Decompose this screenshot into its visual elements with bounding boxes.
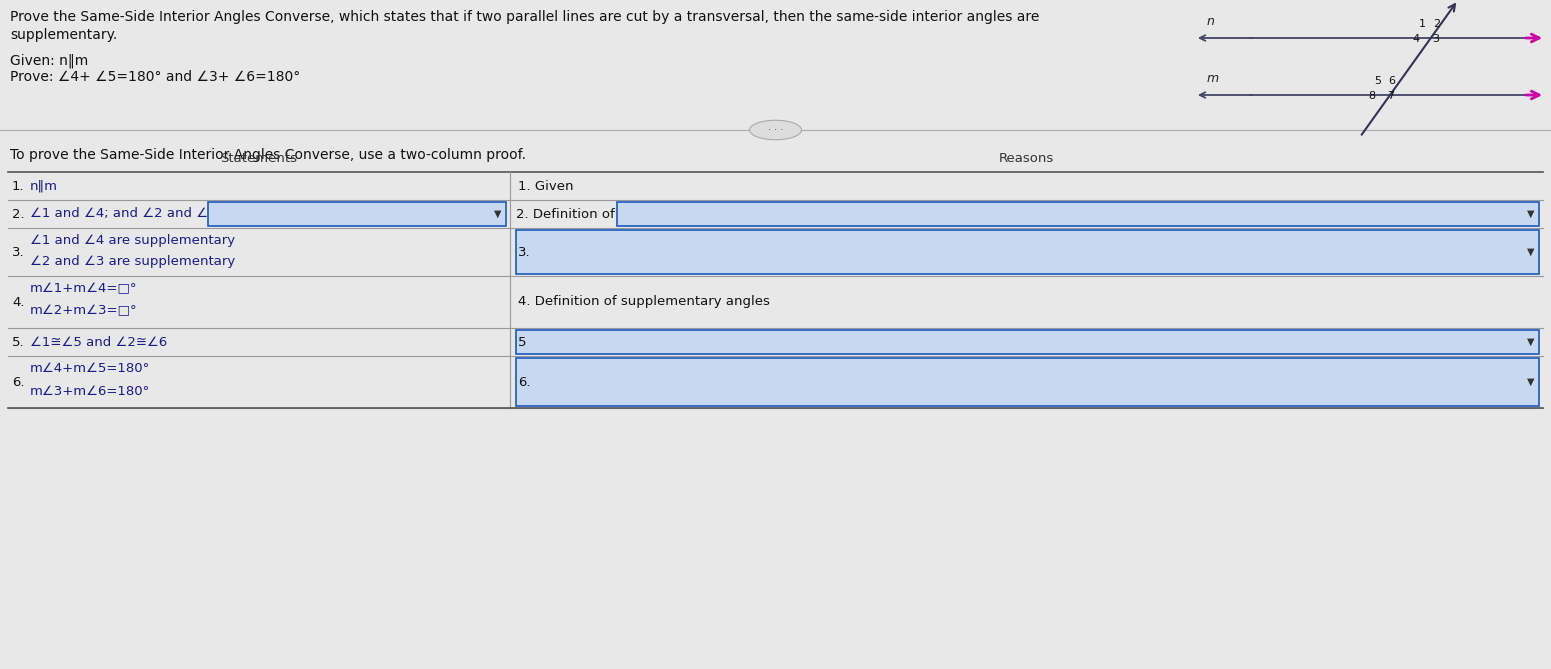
Text: Reasons: Reasons xyxy=(999,151,1055,165)
Text: m∠1+m∠4=□°: m∠1+m∠4=□° xyxy=(29,282,138,295)
Text: Given: n‖m: Given: n‖m xyxy=(9,53,88,68)
Text: n‖m: n‖m xyxy=(29,179,57,193)
Text: 5: 5 xyxy=(518,335,526,349)
FancyBboxPatch shape xyxy=(208,202,506,226)
Text: Statements: Statements xyxy=(220,151,298,165)
Text: 8: 8 xyxy=(1368,91,1376,101)
Text: 2. Definition of: 2. Definition of xyxy=(516,207,614,221)
Text: ∠1≅∠5 and ∠2≅∠6: ∠1≅∠5 and ∠2≅∠6 xyxy=(29,335,168,349)
Text: 6: 6 xyxy=(1388,76,1394,86)
Text: ∠2 and ∠3 are supplementary: ∠2 and ∠3 are supplementary xyxy=(29,255,236,268)
FancyBboxPatch shape xyxy=(516,358,1539,406)
Text: 1.: 1. xyxy=(12,179,25,193)
Text: Prove the Same-Side Interior Angles Converse, which states that if two parallel : Prove the Same-Side Interior Angles Conv… xyxy=(9,10,1039,24)
Text: ▼: ▼ xyxy=(495,209,503,219)
Text: 6.: 6. xyxy=(12,375,25,389)
FancyBboxPatch shape xyxy=(516,230,1539,274)
Text: ▼: ▼ xyxy=(1528,209,1535,219)
Text: 5.: 5. xyxy=(12,335,25,349)
Text: 3.: 3. xyxy=(518,246,530,258)
Text: 6.: 6. xyxy=(518,375,530,389)
Text: 7: 7 xyxy=(1387,91,1394,101)
Text: n: n xyxy=(1207,15,1214,28)
Text: 1. Given: 1. Given xyxy=(518,179,574,193)
Text: 4.: 4. xyxy=(12,296,25,308)
Text: supplementary.: supplementary. xyxy=(9,28,118,42)
Text: m∠2+m∠3=□°: m∠2+m∠3=□° xyxy=(29,304,138,318)
Text: 2.: 2. xyxy=(12,207,25,221)
Text: ▼: ▼ xyxy=(1528,247,1535,257)
Text: ▼: ▼ xyxy=(1528,377,1535,387)
FancyBboxPatch shape xyxy=(516,330,1539,354)
Text: ▼: ▼ xyxy=(1528,337,1535,347)
Text: ∠1 and ∠4 are supplementary: ∠1 and ∠4 are supplementary xyxy=(29,234,236,247)
Text: To prove the Same-Side Interior Angles Converse, use a two-column proof.: To prove the Same-Side Interior Angles C… xyxy=(9,148,526,162)
Text: Prove: ∠4+ ∠5=180° and ∠3+ ∠6=180°: Prove: ∠4+ ∠5=180° and ∠3+ ∠6=180° xyxy=(9,70,301,84)
Text: 5: 5 xyxy=(1374,76,1380,86)
Text: 1: 1 xyxy=(1419,19,1425,29)
Text: 3.: 3. xyxy=(12,246,25,258)
Text: m∠4+m∠5=180°: m∠4+m∠5=180° xyxy=(29,362,150,375)
FancyBboxPatch shape xyxy=(617,202,1539,226)
Text: 2: 2 xyxy=(1433,19,1441,29)
Text: m: m xyxy=(1207,72,1219,85)
Text: m∠3+m∠6=180°: m∠3+m∠6=180° xyxy=(29,385,150,397)
Ellipse shape xyxy=(749,120,802,140)
Text: 4: 4 xyxy=(1413,34,1421,44)
Text: ∠1 and ∠4; and ∠2 and ∠3: ∠1 and ∠4; and ∠2 and ∠3 xyxy=(29,207,217,221)
Text: 4. Definition of supplementary angles: 4. Definition of supplementary angles xyxy=(518,296,769,308)
Text: 3: 3 xyxy=(1432,34,1439,44)
Text: · · ·: · · · xyxy=(768,125,783,135)
